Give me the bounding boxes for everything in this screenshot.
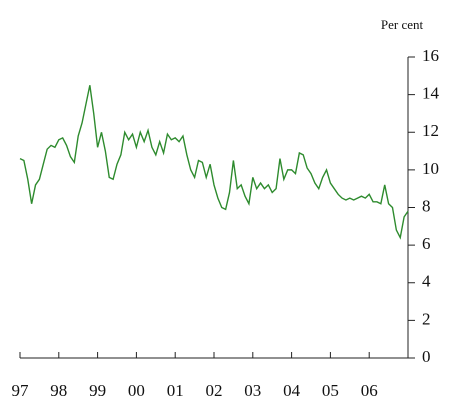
y-tick-label: 0	[422, 347, 431, 366]
x-tick-label: 97	[12, 381, 30, 400]
x-tick-label: 06	[361, 381, 378, 400]
y-tick-label: 6	[422, 234, 431, 253]
x-tick-label: 05	[322, 381, 339, 400]
x-tick-label: 01	[167, 381, 184, 400]
x-tick-label: 03	[244, 381, 261, 400]
y-tick-label: 12	[422, 121, 439, 140]
y-tick-label: 10	[422, 159, 439, 178]
x-tick-label: 98	[50, 381, 67, 400]
y-tick-label: 8	[422, 196, 431, 215]
x-tick-label: 04	[283, 381, 301, 400]
x-tick-label: 99	[89, 381, 106, 400]
y-tick-label: 2	[422, 309, 431, 328]
x-tick-label: 02	[206, 381, 223, 400]
y-axis-label: Per cent	[381, 17, 424, 32]
x-tick-label: 00	[128, 381, 145, 400]
y-tick-label: 4	[422, 272, 431, 291]
y-tick-label: 14	[422, 84, 440, 103]
data-line	[19, 85, 409, 240]
y-tick-label: 16	[422, 46, 439, 65]
